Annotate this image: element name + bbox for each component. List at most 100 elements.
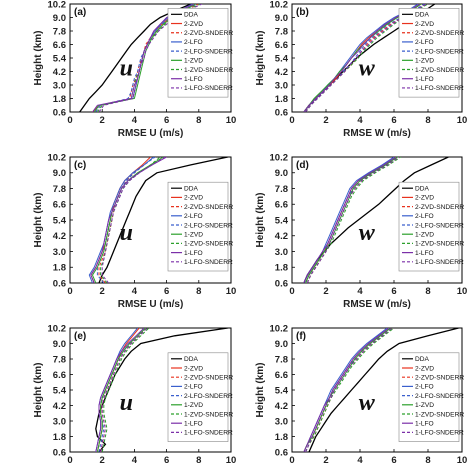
x-tick-label: 0 <box>67 115 72 126</box>
series-line-1-lfo <box>303 157 396 283</box>
x-tick-label: 6 <box>164 115 169 126</box>
x-tick-label: 8 <box>425 286 430 297</box>
x-tick-label: 8 <box>196 286 201 297</box>
x-tick-label: 4 <box>132 286 138 297</box>
legend-entry: 2-LFO <box>184 39 203 46</box>
x-tick-label: 0 <box>67 286 72 297</box>
legend-entry: 1-ZVD <box>184 58 203 65</box>
x-tick-label: 6 <box>391 115 396 126</box>
panel-label: (b) <box>296 7 309 18</box>
series-group <box>79 4 203 112</box>
variable-symbol: u <box>120 55 133 81</box>
y-tick-label: 3.0 <box>53 247 66 258</box>
legend-entry: 2-ZVD-SNDERR <box>415 204 464 211</box>
legend-entry: 1-ZVD-SNDERR <box>184 411 233 418</box>
series-line-2-lfo-snderr <box>98 328 145 452</box>
series-line-dda <box>308 328 459 452</box>
y-tick-label: 7.8 <box>275 354 288 365</box>
y-tick-label: 10.2 <box>270 323 289 334</box>
legend-entry: DDA <box>415 356 430 363</box>
x-tick-label: 2 <box>323 115 328 126</box>
legend-entry: 2-ZVD-SNDERR <box>415 30 464 37</box>
legend-entry: 2-ZVD-SNDERR <box>184 375 233 382</box>
legend-entry: 1-ZVD <box>415 232 434 239</box>
series-group <box>95 328 228 452</box>
series-line-dda <box>98 157 228 283</box>
x-tick-label: 2 <box>100 115 105 126</box>
x-tick-label: 10 <box>226 115 237 126</box>
series-line-1-lfo-snderr <box>306 157 400 283</box>
legend-entry: 1-ZVD-SNDERR <box>415 411 464 418</box>
y-axis-label: Height (km) <box>255 193 266 248</box>
variable-symbol: w <box>359 55 376 81</box>
variable-symbol: w <box>359 390 376 416</box>
legend-entry: 1-LFO <box>415 250 434 257</box>
legend-entry: 1-LFO-SNDERR <box>415 430 464 437</box>
y-tick-label: 5.4 <box>53 385 67 396</box>
y-tick-label: 1.8 <box>275 432 288 443</box>
x-tick-label: 6 <box>391 455 396 466</box>
legend-entry: 2-ZVD-SNDERR <box>415 375 464 382</box>
legend-entry: 1-LFO <box>415 421 434 428</box>
legend-entry: 1-ZVD <box>415 402 434 409</box>
legend-entry: 1-LFO-SNDERR <box>415 259 464 266</box>
y-tick-label: 4.2 <box>53 67 66 78</box>
y-tick-label: 4.2 <box>275 231 288 242</box>
x-axis-label: RMSE W (m/s) <box>343 128 411 139</box>
chart-panel-5: 0.6 1.8 3.0 4.2 5.4 6.6 7.8 9.0 10.2 0 2 4 6 8 10 Heigh… <box>33 323 236 466</box>
variable-symbol: u <box>120 390 133 416</box>
legend-entry: 1-ZVD-SNDERR <box>184 67 233 74</box>
x-tick-label: 8 <box>196 455 201 466</box>
legend-entry: 2-LFO <box>184 384 203 391</box>
x-tick-label: 4 <box>357 286 363 297</box>
series-group <box>303 157 449 283</box>
x-tick-label: 4 <box>132 455 138 466</box>
legend-entry: 2-LFO-SNDERR <box>415 393 464 400</box>
y-tick-label: 1.8 <box>275 94 288 105</box>
series-line-1-lfo-snderr <box>100 328 148 452</box>
legend-entry: DDA <box>415 12 430 19</box>
legend-entry: 2-LFO-SNDERR <box>415 222 464 229</box>
y-tick-label: 6.6 <box>53 40 66 51</box>
x-tick-label: 2 <box>100 286 105 297</box>
y-tick-label: 0.6 <box>275 107 288 118</box>
y-tick-label: 1.8 <box>275 263 288 274</box>
y-tick-label: 7.8 <box>275 26 288 37</box>
y-tick-label: 9.0 <box>53 339 66 350</box>
y-tick-label: 9.0 <box>275 339 288 350</box>
legend-entry: 2-LFO <box>184 213 203 220</box>
y-tick-label: 3.0 <box>275 247 288 258</box>
series-line-1-lfo <box>303 328 390 452</box>
legend-entry: DDA <box>184 12 199 19</box>
series-group <box>303 328 459 452</box>
y-tick-label: 0.6 <box>53 107 66 118</box>
y-tick-label: 1.8 <box>53 432 66 443</box>
legend-entry: 1-ZVD-SNDERR <box>415 67 464 74</box>
panel-label: (c) <box>74 160 86 171</box>
y-axis-label: Height (km) <box>33 193 44 248</box>
y-tick-label: 5.4 <box>275 215 289 226</box>
x-tick-label: 2 <box>100 455 105 466</box>
x-tick-label: 10 <box>226 455 237 466</box>
variable-symbol: u <box>120 220 133 246</box>
legend-entry: 2-ZVD <box>415 21 434 28</box>
series-line-1-lfo-snderr <box>305 328 393 452</box>
series-line-1-lfo <box>90 157 167 283</box>
series-line-dda <box>79 4 192 112</box>
y-tick-label: 5.4 <box>53 53 67 64</box>
y-tick-label: 6.6 <box>275 370 288 381</box>
legend-entry: 2-ZVD-SNDERR <box>184 204 233 211</box>
x-tick-label: 6 <box>164 455 169 466</box>
legend-entry: 1-ZVD-SNDERR <box>415 241 464 248</box>
legend-entry: 1-LFO-SNDERR <box>184 85 233 92</box>
x-tick-label: 10 <box>457 286 468 297</box>
legend-entry: 2-ZVD <box>415 195 434 202</box>
series-line-2-lfo-snderr <box>95 4 198 112</box>
legend-entry: 2-ZVD <box>184 365 203 372</box>
series-line-1-zvd-snderr <box>305 328 395 452</box>
variable-symbol: w <box>359 220 376 246</box>
x-tick-label: 8 <box>425 455 430 466</box>
legend-entry: 2-LFO-SNDERR <box>184 48 233 55</box>
y-axis-label: Height (km) <box>33 363 44 418</box>
series-line-1-zvd-snderr <box>101 328 150 452</box>
